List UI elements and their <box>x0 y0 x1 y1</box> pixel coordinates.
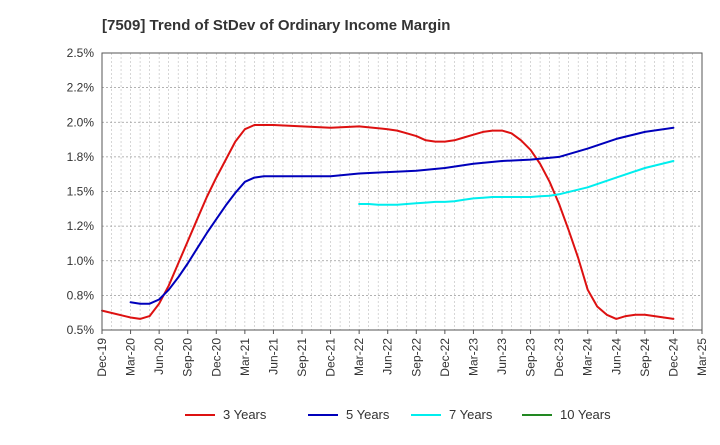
series-lines <box>101 124 675 320</box>
series-line-3-years <box>101 124 675 320</box>
legend-label: 10 Years <box>560 407 611 422</box>
legend-label: 3 Years <box>223 407 267 422</box>
x-tick-label: Jun-23 <box>495 338 509 375</box>
x-tick-label: Jun-22 <box>381 338 395 375</box>
x-tick-label: Jun-24 <box>609 338 623 375</box>
y-tick-label: 2.0% <box>67 115 95 129</box>
y-tick-label: 1.2% <box>67 219 95 233</box>
series-line-7-years <box>358 160 675 206</box>
y-tick-label: 0.8% <box>67 288 95 302</box>
x-tick-label: Sep-21 <box>295 338 309 377</box>
x-tick-label: Mar-25 <box>695 338 709 376</box>
y-tick-label: 1.5% <box>67 185 95 199</box>
x-tick-label: Sep-20 <box>181 338 195 377</box>
legend-label: 7 Years <box>449 407 493 422</box>
x-tick-label: Dec-20 <box>209 338 223 377</box>
x-tick-label: Sep-22 <box>409 338 423 377</box>
x-tick-label: Dec-21 <box>324 338 338 377</box>
x-tick-label: Mar-22 <box>352 338 366 376</box>
x-tick-label: Mar-23 <box>466 338 480 376</box>
x-tick-label: Dec-23 <box>552 338 566 377</box>
x-tick-label: Mar-21 <box>238 338 252 376</box>
y-tick-label: 2.5% <box>67 46 95 60</box>
legend: 3 Years 5 Years 7 Years 10 Years <box>185 407 611 422</box>
x-tick-label: Dec-22 <box>438 338 452 377</box>
y-tick-label: 0.5% <box>67 323 95 337</box>
x-tick-label: Sep-23 <box>524 338 538 377</box>
y-axis-ticks: 0.5% 0.8% 1.0% 1.2% 1.5% 1.8% 2.0% 2.2% 2.5% <box>67 46 95 337</box>
x-tick-label: Jun-21 <box>266 338 280 375</box>
plot-frame <box>101 52 703 331</box>
y-tick-label: 1.8% <box>67 150 95 164</box>
x-tick-label: Dec-24 <box>666 338 680 377</box>
grid-lines <box>101 53 703 330</box>
x-tick-label: Mar-24 <box>581 338 595 376</box>
y-tick-label: 1.0% <box>67 254 95 268</box>
x-tick-label: Jun-20 <box>152 338 166 375</box>
chart-title: [7509] Trend of StDev of Ordinary Income… <box>102 17 450 34</box>
x-tick-label: Sep-24 <box>638 338 652 377</box>
series-line-5-years <box>129 126 675 305</box>
x-tick-label: Dec-19 <box>95 338 109 377</box>
legend-label: 5 Years <box>346 407 390 422</box>
x-tick-label: Mar-20 <box>124 338 138 376</box>
x-axis-ticks: Dec-19 Mar-20 Jun-20 Sep-20 Dec-20 Mar-21 Jun-… <box>95 330 709 377</box>
y-tick-label: 2.2% <box>67 81 95 95</box>
